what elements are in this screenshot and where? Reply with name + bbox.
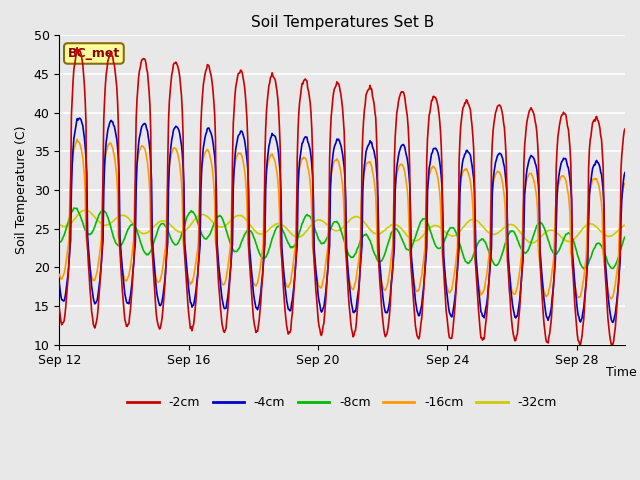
Legend: -2cm, -4cm, -8cm, -16cm, -32cm: -2cm, -4cm, -8cm, -16cm, -32cm [122, 391, 562, 414]
X-axis label: Time: Time [605, 366, 636, 379]
Title: Soil Temperatures Set B: Soil Temperatures Set B [250, 15, 434, 30]
Y-axis label: Soil Temperature (C): Soil Temperature (C) [15, 126, 28, 254]
Text: BC_met: BC_met [68, 47, 120, 60]
